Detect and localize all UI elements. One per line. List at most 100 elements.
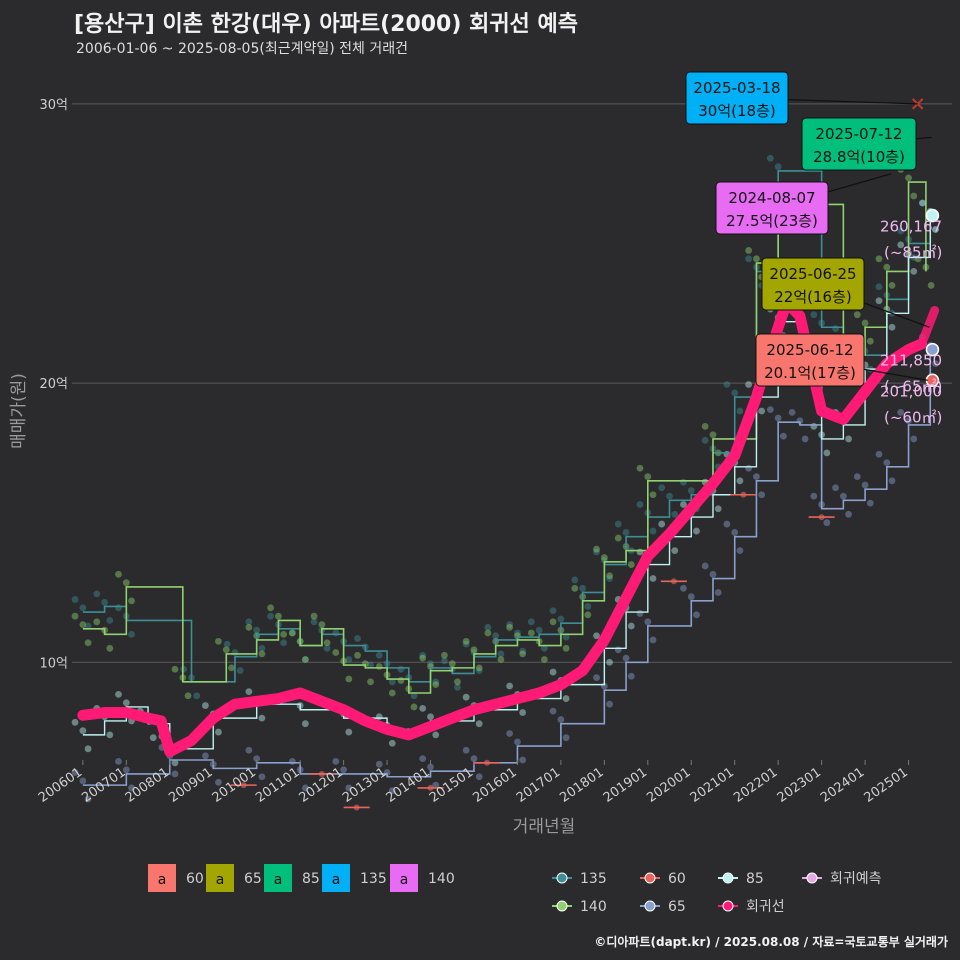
data-point <box>245 688 253 695</box>
data-point <box>774 414 782 422</box>
data-point <box>301 656 309 663</box>
annotation-date: 2025-03-18 <box>693 79 780 97</box>
data-point <box>875 255 883 263</box>
data-point <box>79 727 87 735</box>
data-point <box>910 268 918 275</box>
data-point <box>106 617 114 624</box>
legend-swatch-85 <box>264 864 292 892</box>
data-point <box>714 505 722 513</box>
legend-swatch-140 <box>390 864 418 892</box>
data-point <box>693 527 700 535</box>
data-point <box>228 664 235 672</box>
data-point <box>919 199 926 207</box>
data-point <box>549 707 557 715</box>
annotation-price: 27.5억(23층) <box>726 212 818 230</box>
data-point <box>593 548 600 556</box>
data-point <box>758 491 766 499</box>
data-point <box>332 757 340 765</box>
data-point <box>519 709 527 716</box>
data-point <box>671 510 679 518</box>
data-point <box>231 649 239 656</box>
y-tick-label: 30억 <box>39 98 68 113</box>
x-tick-label: 202001 <box>644 765 693 806</box>
data-point <box>122 766 130 774</box>
data-point <box>427 763 434 771</box>
legend-line-dot <box>722 900 734 912</box>
data-point <box>649 491 657 499</box>
legend-label-85: 85 <box>302 871 320 887</box>
data-point <box>115 757 122 765</box>
data-point <box>245 746 253 754</box>
data-point <box>215 728 222 736</box>
data-point <box>115 690 122 698</box>
data-point <box>853 311 861 319</box>
series-line-65 <box>82 349 932 786</box>
data-point <box>766 154 774 162</box>
data-point <box>766 406 774 414</box>
annotation-box <box>755 333 865 387</box>
data-point <box>441 651 448 659</box>
data-point <box>475 664 483 672</box>
data-point <box>462 637 470 645</box>
series-line-85 <box>82 215 931 750</box>
data-point <box>184 692 192 700</box>
data-point <box>128 630 135 638</box>
data-point <box>910 435 918 443</box>
data-point <box>171 770 179 778</box>
x-tick-label: 202501 <box>862 765 911 806</box>
x-tick-label: 201601 <box>470 765 519 806</box>
data-point <box>666 492 673 500</box>
data-point <box>866 337 874 345</box>
y-axis-label: 매매가(원) <box>9 373 29 449</box>
data-point <box>875 450 883 458</box>
legend-line-label: 회귀선 <box>746 899 785 915</box>
x-tick-label: 202201 <box>731 765 780 806</box>
data-point <box>649 575 657 582</box>
legend-line-dot <box>722 872 734 884</box>
legend-glyph: a <box>158 872 167 888</box>
data-point <box>419 654 427 662</box>
data-point <box>723 381 731 388</box>
data-point <box>149 734 157 742</box>
data-point-60 <box>818 514 825 521</box>
data-point <box>535 626 543 634</box>
data-point <box>375 713 383 721</box>
data-point <box>614 534 622 542</box>
data-point <box>427 660 434 668</box>
data-point <box>236 667 244 675</box>
data-point <box>823 519 831 527</box>
data-point <box>514 738 521 746</box>
data-point <box>84 622 92 630</box>
data-point <box>905 174 912 182</box>
data-point <box>388 787 396 795</box>
data-point <box>375 663 383 670</box>
data-point <box>810 422 818 430</box>
data-point <box>897 241 905 249</box>
data-point <box>905 417 912 425</box>
data-point <box>253 626 261 634</box>
annotation-price: 28.8억(10층) <box>813 148 905 166</box>
data-point <box>888 477 896 485</box>
data-point <box>753 473 760 481</box>
legend-label-60: 60 <box>186 871 204 887</box>
data-point <box>832 325 839 333</box>
data-point <box>475 667 483 675</box>
data-point <box>636 501 644 508</box>
data-point <box>875 297 883 305</box>
data-point-60 <box>740 491 747 498</box>
data-point <box>810 492 818 500</box>
data-point <box>267 604 274 612</box>
data-point <box>540 644 548 652</box>
data-point <box>506 730 514 737</box>
data-point <box>527 629 535 637</box>
data-point-60 <box>353 804 360 811</box>
data-point <box>180 665 188 673</box>
data-point <box>693 611 700 619</box>
data-point <box>470 646 478 654</box>
data-point <box>462 640 470 648</box>
data-point <box>823 449 831 457</box>
data-point <box>79 621 87 628</box>
data-point <box>71 769 79 776</box>
data-point <box>514 629 521 637</box>
x-axis-label: 거래년월 <box>513 817 576 837</box>
